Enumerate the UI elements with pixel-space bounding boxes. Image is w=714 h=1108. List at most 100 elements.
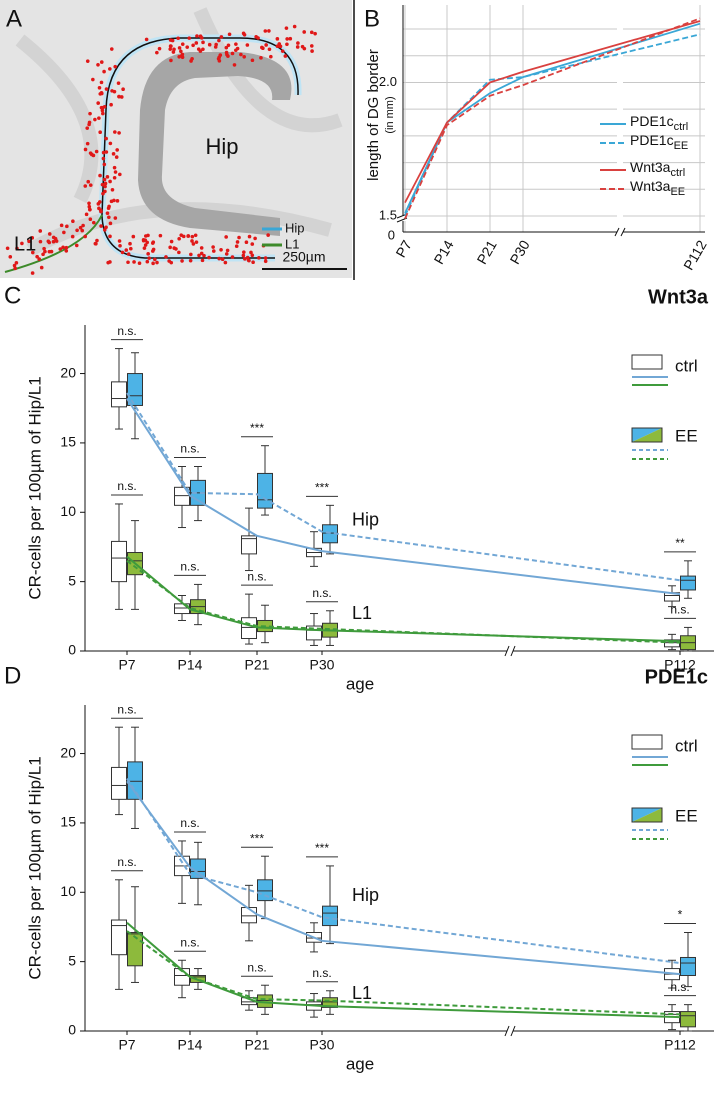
legend-subscript: ctrl (670, 167, 685, 179)
y-tick-label: 2.0 (379, 74, 397, 89)
legend-label: Wnt3actrl (630, 159, 685, 179)
significance-label: n.s. (670, 603, 689, 617)
y-axis-label: CR-cells per 100µm of Hip/L1 (25, 376, 44, 599)
cell-dot (88, 111, 92, 116)
significance-label: n.s. (312, 586, 331, 600)
cell-dot (230, 255, 235, 259)
cell-dot (93, 241, 98, 246)
x-tick-label: P14 (430, 237, 456, 267)
cell-dot (285, 42, 289, 47)
cell-dot (199, 246, 204, 250)
y-tick-label: 15 (60, 814, 76, 830)
cell-dot (108, 234, 112, 239)
cell-dot (102, 177, 107, 182)
cell-dot (108, 260, 112, 264)
significance-label: n.s. (117, 702, 136, 716)
cell-dot (227, 32, 232, 37)
cell-dot (232, 63, 237, 67)
cell-dot (99, 60, 104, 64)
cell-dot (207, 42, 212, 47)
y-tick-label: 0 (68, 642, 76, 658)
mean-line (126, 560, 681, 644)
cell-dot (167, 259, 171, 263)
region-label: L1 (352, 983, 372, 1003)
cell-dot (267, 47, 272, 52)
cell-dot (103, 184, 107, 189)
cell-dot (51, 239, 56, 244)
cell-dot (145, 240, 150, 245)
cell-dot (266, 233, 270, 237)
box (257, 879, 273, 902)
axis-break-mark (504, 645, 510, 657)
cell-dot (251, 260, 255, 264)
cell-dot (59, 223, 64, 228)
cell-dot (250, 58, 255, 63)
cell-dot (70, 234, 75, 239)
cell-dot (116, 81, 121, 85)
cell-dot (83, 234, 87, 239)
cell-dot (234, 42, 238, 46)
cell-dot (38, 239, 43, 244)
cell-dot (219, 35, 224, 39)
x-tick-label: P14 (178, 1037, 203, 1053)
cell-dot (200, 258, 205, 263)
axis-break (507, 647, 513, 655)
cell-dot (106, 206, 111, 210)
cell-dot (247, 234, 252, 239)
legend-box (632, 808, 662, 822)
cell-dot (15, 246, 19, 251)
legend-name: PDE1c (630, 113, 674, 129)
cell-dot (87, 204, 92, 209)
dentate-gyrus (138, 52, 292, 236)
cell-dot (309, 44, 314, 48)
cell-dot (187, 36, 192, 40)
cell-dot (88, 217, 93, 222)
mean-line (126, 780, 681, 976)
cell-dot (198, 34, 203, 39)
cell-dot (245, 43, 250, 47)
cell-dot (239, 52, 243, 57)
cell-dot (65, 224, 69, 229)
cell-dot (107, 215, 111, 220)
cell-dot (169, 44, 173, 48)
cell-dot (242, 55, 247, 59)
cell-dot (108, 141, 113, 146)
cell-dot (98, 200, 102, 204)
cell-dot (235, 46, 240, 51)
significance-label: *** (315, 841, 329, 855)
cell-dot (202, 253, 206, 258)
cell-dot (194, 240, 199, 244)
cell-dot (253, 236, 257, 241)
cell-dot (244, 240, 249, 244)
cell-dot (83, 184, 88, 188)
cell-dot (110, 89, 114, 93)
cell-dot (225, 248, 230, 253)
cell-dot (296, 41, 300, 45)
axis-break-mark (510, 1025, 516, 1037)
region-label: L1 (14, 233, 36, 255)
cell-dot (172, 47, 176, 52)
cell-dot (219, 247, 223, 252)
cell-dot (88, 183, 93, 187)
cell-dot (109, 102, 113, 107)
cell-dot (211, 245, 215, 249)
cell-dot (87, 201, 91, 206)
cell-dot (47, 240, 52, 245)
cell-dot (211, 249, 216, 253)
cell-dot (8, 255, 13, 259)
cell-dot (104, 87, 109, 91)
y-axis-label: (in mm) (384, 96, 396, 133)
legend-label: ctrl (675, 356, 698, 375)
cell-dot (61, 245, 65, 250)
mean-line (126, 922, 681, 1019)
cell-dot (283, 54, 288, 58)
cell-dot (137, 261, 142, 266)
cell-dot (216, 56, 221, 61)
cell-dot (189, 252, 193, 257)
cell-dot (237, 235, 241, 240)
cell-dot (93, 117, 97, 122)
legend-subscript: EE (674, 140, 689, 152)
legend-label: PDE1cEE (630, 132, 688, 152)
cell-dot (250, 253, 255, 258)
